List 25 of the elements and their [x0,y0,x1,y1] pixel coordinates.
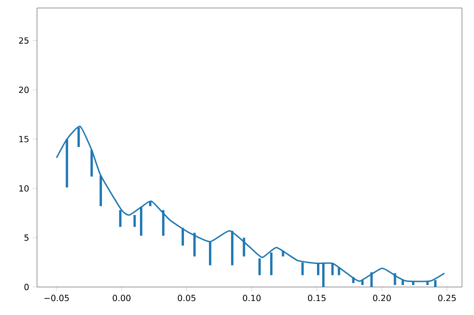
bar [182,228,184,246]
y-tick-label: 5 [24,234,28,241]
x-tick-label: 0.20 [373,294,391,302]
bar [90,150,93,177]
x-tick-label: 0.00 [112,294,130,302]
bar [316,263,320,276]
x-tick-label: 0.25 [438,294,456,302]
bar [208,242,212,266]
bar [270,252,272,276]
bar [162,210,164,236]
y-tick-label: 10 [19,185,29,192]
x-tick-label: 0.15 [308,294,326,302]
y-tick-label: 20 [19,86,29,94]
bar [119,210,122,227]
y-tick-label: 0 [24,284,29,290]
bar [258,258,261,276]
y-tick-label: 15 [19,136,28,142]
bar [231,230,234,266]
bar [133,215,136,227]
x-tick-label: −0.05 [44,294,69,302]
bar [100,176,102,206]
bar [140,207,142,236]
x-tick-label: 0.10 [242,294,261,302]
x-tick-label: 0.05 [178,294,196,302]
y-tick-label: 25 [19,37,28,44]
